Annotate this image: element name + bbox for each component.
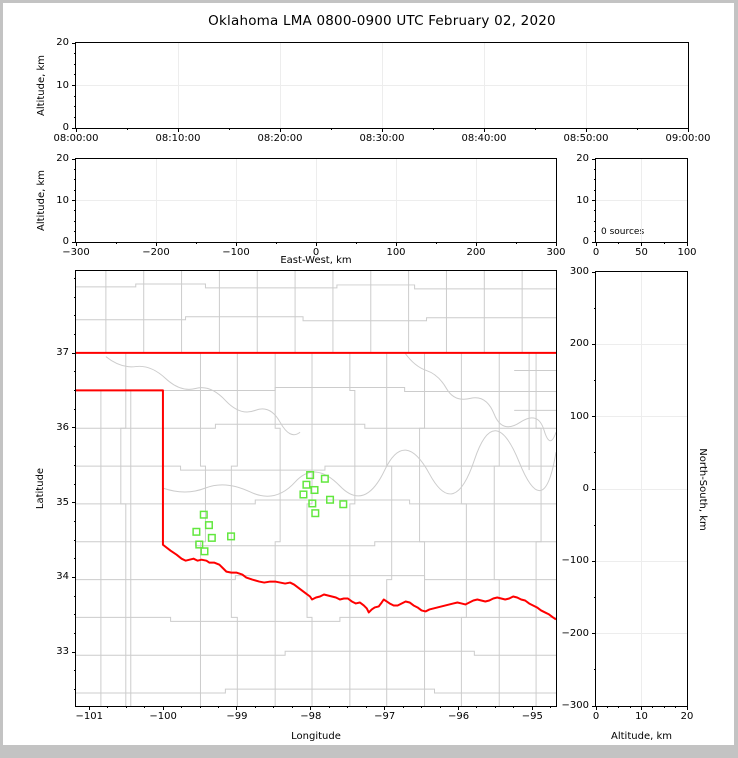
map-ylabel: Latitude [35, 467, 47, 510]
lma-station-marker [339, 500, 348, 509]
ew-ylabel-wrap: Altitude, km [34, 159, 48, 242]
panel-map: Latitude Longitude −101 −100 −99 −98 −97 −96−… [36, 270, 557, 742]
map-xlabel: Longitude [291, 731, 341, 742]
map-svg [76, 271, 556, 706]
panel-time: Altitude, km 08:00:00 08:10:00 08:20:00 08:… [35, 37, 711, 144]
lma-station-marker [227, 532, 236, 541]
station-markers [192, 471, 348, 556]
time-ylabel-wrap: Altitude, km [34, 43, 48, 128]
ew-xlabel: East-West, km [280, 255, 352, 266]
panel-ns: North-South, km Altitude, km 0 10 20 −300 −2… [561, 266, 708, 743]
figure-title: Oklahoma LMA 0800-0900 UTC February 02, … [208, 13, 556, 29]
lma-station-marker [308, 499, 317, 508]
panel-hist: 0 sources 0 50 100 0 10 20 [576, 153, 697, 258]
ns-xlabel: Altitude, km [611, 731, 672, 742]
ns-ylabel-wrap: North-South, km [695, 272, 709, 706]
lma-station-marker [204, 521, 213, 530]
ns-ylabel: North-South, km [696, 447, 708, 531]
lma-station-marker [192, 527, 201, 536]
lma-station-marker [326, 495, 335, 504]
lma-station-marker [200, 547, 209, 556]
lma-station-marker [310, 485, 319, 495]
lma-station-marker [207, 533, 216, 542]
source-count-annotation: 0 sources [601, 227, 645, 237]
state-border-layer [76, 351, 556, 621]
river-lines-layer [105, 352, 556, 497]
lma-station-marker [302, 480, 311, 489]
lma-station-marker [299, 490, 308, 499]
county-lines-layer [76, 271, 556, 706]
lma-station-marker [195, 540, 204, 549]
time-ylabel: Altitude, km [35, 55, 47, 116]
ew-ylabel: Altitude, km [35, 170, 47, 231]
lma-station-marker [311, 509, 320, 518]
lma-station-marker [320, 474, 329, 483]
lma-station-marker [306, 471, 315, 480]
map-ylabel-wrap: Latitude [34, 271, 48, 706]
panel-ew: Altitude, km East-West, km −300 −200 −100 0… [35, 153, 566, 267]
lma-station-marker [199, 510, 208, 519]
